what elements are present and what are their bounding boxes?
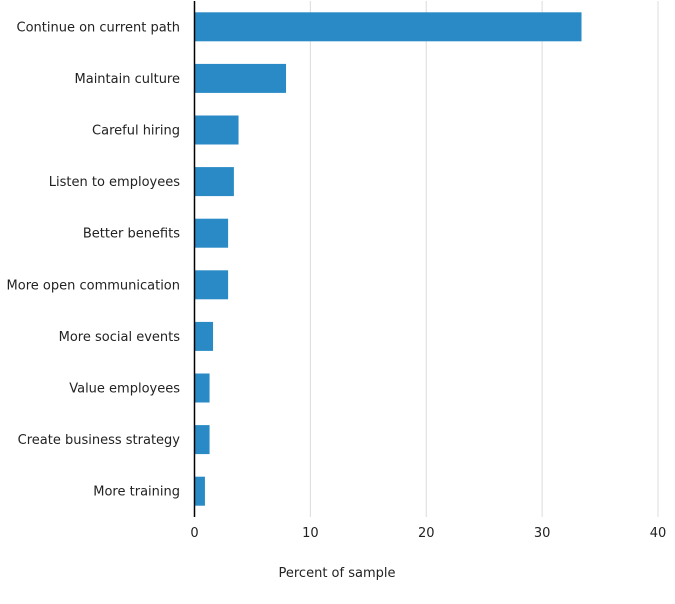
category-labels: Continue on current path Maintain culture… bbox=[7, 20, 181, 499]
bar bbox=[194, 373, 210, 403]
category-label: Value employees bbox=[69, 382, 180, 397]
bar bbox=[194, 425, 210, 455]
x-tick-label: 30 bbox=[534, 526, 551, 541]
x-tick-label: 10 bbox=[302, 526, 319, 541]
bar bbox=[194, 218, 229, 248]
x-axis-label: Percent of sample bbox=[279, 566, 396, 581]
category-label: Careful hiring bbox=[92, 124, 180, 139]
x-tick-label: 0 bbox=[190, 526, 198, 541]
bar bbox=[194, 321, 214, 351]
bar bbox=[194, 476, 205, 506]
bars bbox=[194, 12, 582, 506]
category-label: Create business strategy bbox=[18, 433, 181, 448]
category-label: Listen to employees bbox=[49, 175, 180, 190]
bar bbox=[194, 167, 234, 197]
x-tick-label: 20 bbox=[418, 526, 435, 541]
bar bbox=[194, 63, 287, 93]
category-label: More training bbox=[93, 485, 180, 500]
x-tick-labels: 0 10 20 30 40 bbox=[190, 526, 666, 541]
category-label: Continue on current path bbox=[17, 20, 181, 35]
category-label: More social events bbox=[59, 330, 181, 345]
bar bbox=[194, 115, 239, 145]
gridlines bbox=[309, 1, 659, 517]
category-label: More open communication bbox=[7, 278, 180, 293]
bar bbox=[194, 12, 582, 42]
bar bbox=[194, 270, 229, 300]
category-label: Better benefits bbox=[83, 227, 180, 242]
x-tick-label: 40 bbox=[650, 526, 667, 541]
category-label: Maintain culture bbox=[75, 72, 180, 87]
